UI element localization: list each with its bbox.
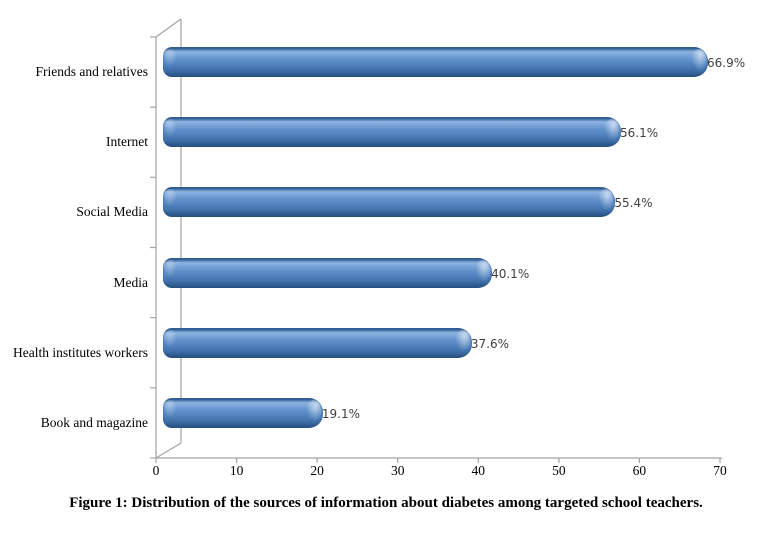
bar [163,117,621,148]
bar [163,47,708,77]
x-axis-tick-label: 40 [471,463,486,478]
value-label: 66.9% [707,56,746,70]
x-axis-tick-label: 50 [552,463,566,478]
value-label: 37.6% [470,336,510,351]
bar [163,397,323,428]
x-axis-tick-label: 30 [390,463,405,478]
category-label: Internet [106,134,148,150]
value-label: 40.1% [491,266,530,281]
x-axis-tick-label: 10 [229,463,244,478]
category-label: Health institutes workers [13,344,148,360]
category-label: Social Media [76,204,148,220]
category-label: Book and magazine [40,414,148,430]
bar [163,257,493,288]
x-axis-tick-label: 20 [310,463,324,478]
category-label: Friends and relatives [35,64,148,80]
x-axis-tick-label: 60 [632,463,647,478]
value-label: 19.1% [321,406,361,421]
x-axis-tick-label: 70 [713,463,727,478]
value-label: 56.1% [620,126,659,141]
x-axis-tick-label: 0 [152,463,160,478]
bar [163,187,616,218]
bar [163,327,472,358]
category-label: Media [113,274,149,290]
value-label: 55.4% [614,196,653,211]
figure-caption: Figure 1: Distribution of the sources of… [69,495,703,511]
